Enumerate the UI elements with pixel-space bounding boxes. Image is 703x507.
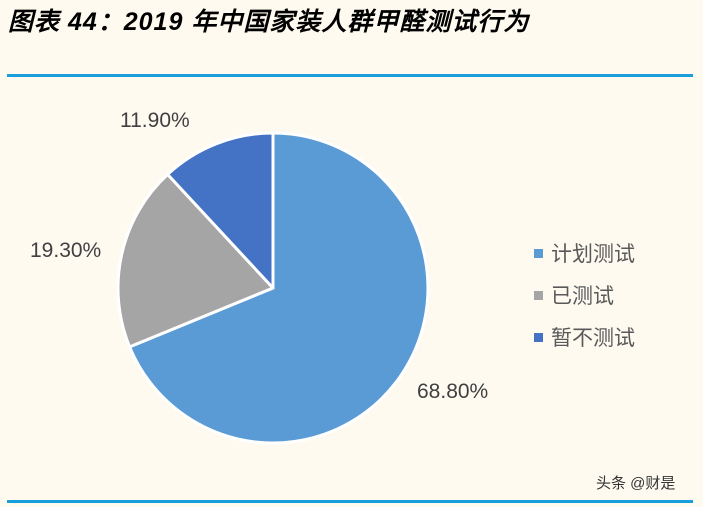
watermark: 头条 @财是: [596, 475, 676, 492]
legend-item-tested: 已测试: [534, 274, 635, 316]
slice-not-testing: [166, 131, 275, 290]
legend-swatch-icon: [534, 332, 543, 342]
data-label-plan: 68.80%: [417, 380, 489, 403]
slice-tested: [116, 172, 275, 349]
top-divider: [7, 74, 693, 77]
legend-swatch-icon: [534, 290, 543, 300]
slice-plan-testing: [128, 131, 430, 445]
legend: 计划测试 已测试 暂不测试: [534, 232, 635, 358]
legend-label: 已测试: [551, 284, 614, 308]
legend-swatch-icon: [534, 248, 543, 258]
chart-title: 图表 44：2019 年中国家装人群甲醛测试行为: [8, 8, 530, 36]
legend-item-not-testing: 暂不测试: [534, 316, 635, 358]
data-label-tested: 19.30%: [30, 239, 102, 262]
legend-label: 计划测试: [551, 242, 635, 266]
data-label-not-testing: 11.90%: [120, 109, 190, 132]
legend-label: 暂不测试: [551, 326, 635, 350]
legend-item-plan: 计划测试: [534, 232, 635, 274]
bottom-divider: [7, 500, 693, 503]
